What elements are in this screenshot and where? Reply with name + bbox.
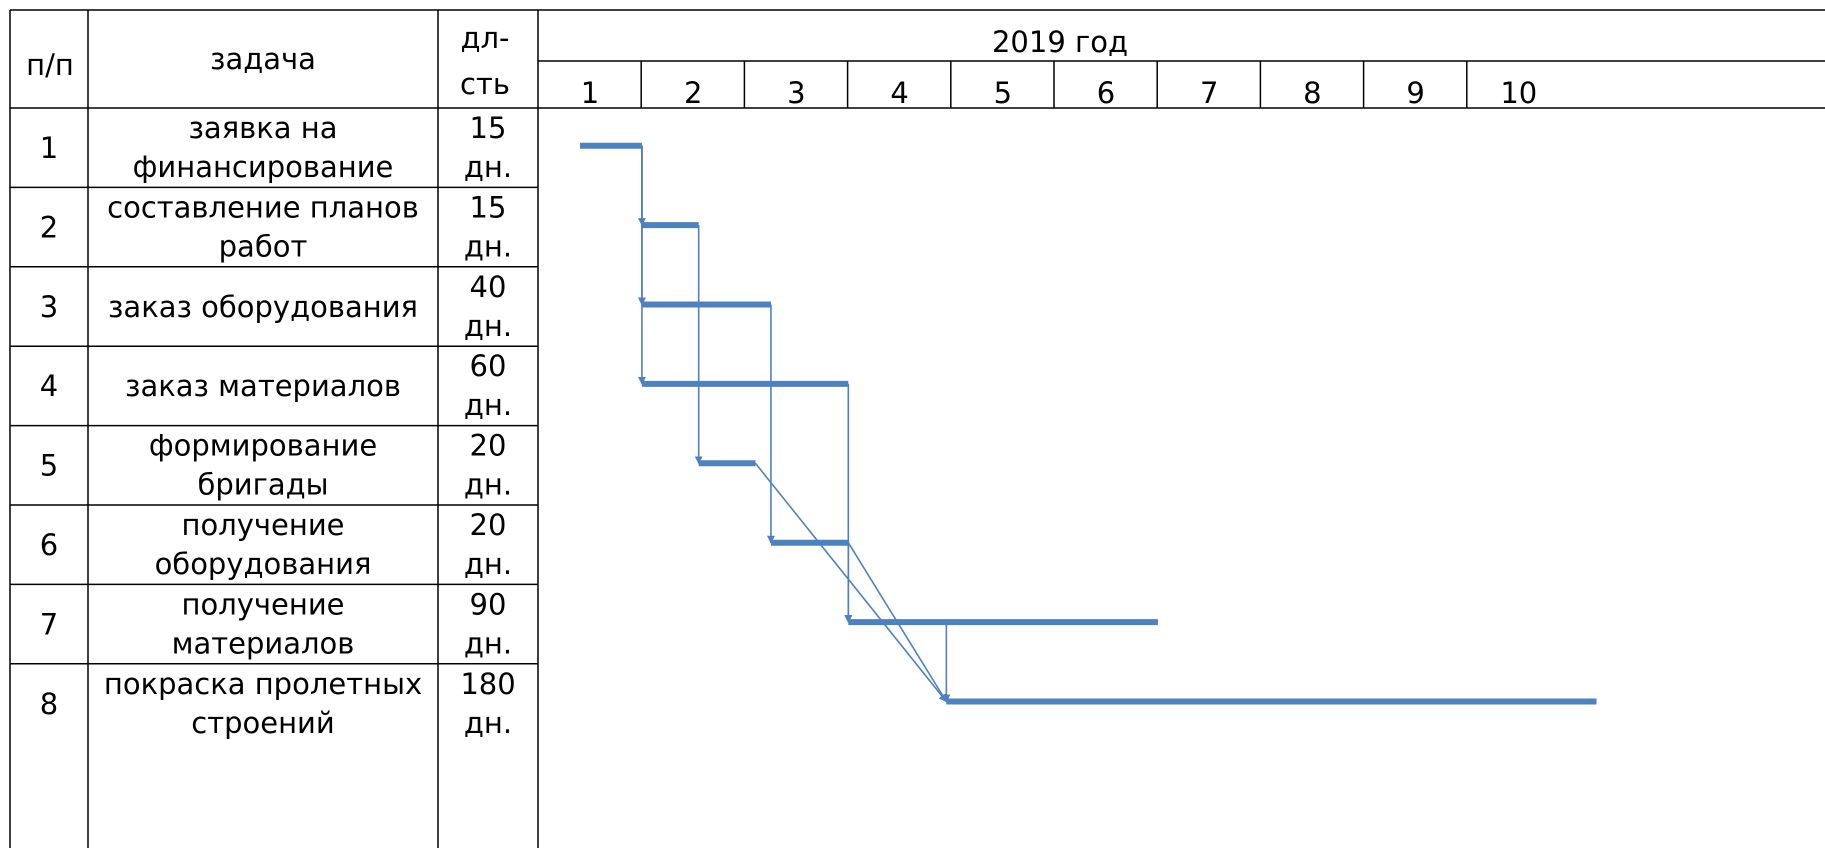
month-label: 3 <box>787 76 805 110</box>
month-label: 6 <box>1097 76 1115 110</box>
task-name: получение <box>181 508 344 542</box>
task-name: заявка на <box>189 111 338 145</box>
month-label: 7 <box>1200 76 1218 110</box>
task-name: получение <box>181 587 344 621</box>
month-label: 10 <box>1500 76 1537 110</box>
row-number: 6 <box>40 528 58 562</box>
row-number: 5 <box>40 449 58 483</box>
header-task: задача <box>210 42 316 76</box>
header-year: 2019 год <box>992 25 1128 59</box>
dependency-arrow <box>754 462 947 703</box>
dependency-links <box>637 145 1158 703</box>
task-duration: дн. <box>464 706 512 740</box>
task-duration: 20 <box>470 508 507 542</box>
task-duration: дн. <box>464 468 512 502</box>
task-duration: 90 <box>470 587 507 621</box>
row-number: 7 <box>40 607 58 641</box>
task-name: бригады <box>197 468 328 502</box>
task-name: материалов <box>172 626 355 660</box>
table-grid <box>9 9 1825 848</box>
header-duration-line1: дл- <box>460 21 509 55</box>
month-label: 5 <box>994 76 1012 110</box>
task-name: составление планов <box>107 190 419 224</box>
row-number: 1 <box>40 131 58 165</box>
task-duration: 60 <box>470 349 507 383</box>
dependency-arrow <box>942 621 1158 703</box>
row-number: 3 <box>40 290 58 324</box>
task-name: работ <box>219 229 308 263</box>
month-label: 1 <box>581 76 599 110</box>
task-duration: 15 <box>470 111 507 145</box>
task-name: заказ оборудования <box>108 290 418 324</box>
task-duration: 40 <box>470 270 507 304</box>
task-duration: 20 <box>470 429 507 463</box>
header-num: п/п <box>26 48 74 82</box>
header-duration-line2: сть <box>460 67 510 101</box>
task-name: формирование <box>149 429 377 463</box>
task-rows: 1 заявка на финансирование 15 дн. 2 составлени… <box>40 111 516 740</box>
month-label: 9 <box>1406 76 1424 110</box>
month-label: 4 <box>890 76 908 110</box>
month-label: 2 <box>684 76 702 110</box>
task-bars <box>580 142 1597 705</box>
task-duration: 15 <box>470 190 507 224</box>
month-label: 8 <box>1303 76 1321 110</box>
task-name: покраска пролетных <box>104 667 422 701</box>
task-name: строений <box>191 706 335 740</box>
task-duration: дн. <box>464 309 512 343</box>
row-number: 4 <box>40 369 58 403</box>
task-name: финансирование <box>133 150 394 184</box>
task-name: заказ материалов <box>125 369 401 403</box>
task-duration: дн. <box>464 626 512 660</box>
task-duration: дн. <box>464 229 512 263</box>
row-number: 2 <box>40 210 58 244</box>
task-duration: 180 <box>460 667 515 701</box>
task-duration: дн. <box>464 388 512 422</box>
task-duration: дн. <box>464 547 512 581</box>
month-labels: 1 2 3 4 5 6 7 8 9 10 <box>581 76 1537 110</box>
task-duration: дн. <box>464 150 512 184</box>
row-number: 8 <box>40 687 58 721</box>
task-name: оборудования <box>155 547 372 581</box>
